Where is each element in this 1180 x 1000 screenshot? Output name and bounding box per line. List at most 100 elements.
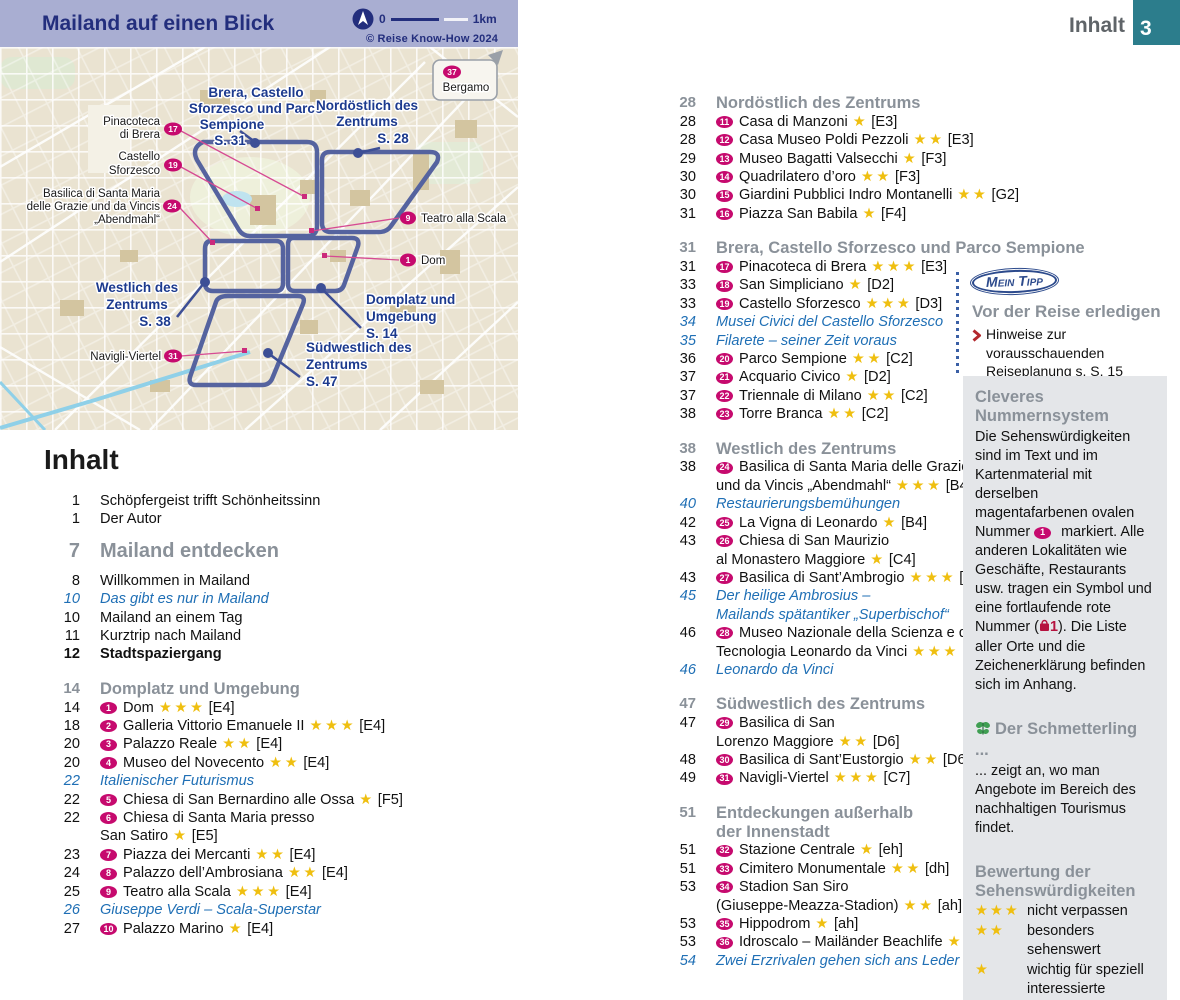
page-ref: 31 (679, 205, 696, 222)
tip-heading: Vor der Reise erledigen (972, 302, 1161, 321)
rating-label: wichtig für speziell interessierte Besuc… (1027, 962, 1144, 997)
svg-text:Teatro alla Scala: Teatro alla Scala (421, 213, 507, 225)
entry-label: Castello Sforzesco (739, 295, 861, 312)
entry-line: 16 Piazza San Babila ★ [F4] (716, 205, 960, 223)
toc-entry: 36 20 Parco Sempione ★★ [C2] (660, 350, 960, 368)
page-ref: 22 (63, 810, 80, 827)
svg-text:S. 38: S. 38 (139, 314, 171, 329)
entry-label: Restaurierungsbemühungen (716, 496, 901, 513)
star-rating: ★ (860, 842, 876, 859)
entry-text: Nordöstlich des Zentrums (716, 94, 960, 113)
page-ref: 26 (63, 902, 80, 919)
svg-text:24: 24 (167, 201, 177, 211)
entry-line: Das gibt es nur in Mailand (100, 590, 524, 608)
toc-entry: 53 35 Hippodrom ★ [ah] (660, 915, 960, 933)
star-rating: ★★ (975, 923, 1005, 939)
entry-text: 22 Triennale di Milano ★★ [C2] (716, 387, 960, 405)
toc-entry: 48 30 Basilica di Sant’Eustorgio ★★ [D6] (660, 751, 970, 769)
poi-marker: 4 (100, 757, 117, 770)
star-rating: ★★★ (235, 883, 283, 900)
toc-entry: 47 29 Basilica di San Lorenzo Maggiore ★★ [D6… (660, 714, 960, 751)
entry-label: San Satiro (100, 828, 169, 845)
toc-entry: 23 7 Piazza dei Mercanti ★★ [E4] (44, 846, 524, 864)
entry-line: 14 Quadrilatero d’oro ★★ [F3] (716, 168, 960, 186)
entry-text: 1 Dom ★★★ [E4] (100, 699, 524, 717)
star-rating: ★★ (222, 736, 254, 753)
entry-text: 14 Quadrilatero d’oro ★★ [F3] (716, 168, 960, 186)
butterfly-section: Der Schmetterling ... ... zeigt an, wo m… (975, 720, 1155, 838)
poi-marker: 16 (716, 208, 733, 221)
page-ref: 35 (679, 332, 696, 349)
entry-text: 8 Palazzo dell’Ambrosiana ★★ [E4] (100, 864, 524, 882)
grid-ref: [E4] (321, 865, 348, 882)
grid-ref: [D6] (872, 733, 900, 750)
poi-marker: 6 (100, 812, 117, 825)
entry-line: Kurztrip nach Mailand (100, 627, 524, 645)
entry-text: 34 Stadion San Siro (Giuseppe-Meazza-Stadi… (716, 878, 962, 915)
poi-marker: 13 (716, 152, 733, 165)
poi-marker: 34 (716, 881, 733, 894)
grid-ref: [E5] (191, 828, 218, 845)
entry-label: Der heilige Ambrosius – (716, 588, 871, 605)
toc-entry: 18 2 Galleria Vittorio Emanuele II ★★★ [E4] (44, 717, 524, 735)
entry-text: Domplatz und Umgebung (100, 680, 524, 699)
page-header-label: Inhalt (1069, 14, 1125, 37)
toc-section: 31 Brera, Castello Sforzesco und Parco Se… (660, 239, 1084, 258)
toc-entry: 33 19 Castello Sforzesco ★★★ [D3] (660, 295, 960, 313)
entry-text: Willkommen in Mailand (100, 572, 524, 590)
page-ref: 42 (679, 514, 696, 531)
toc-entry: 37 21 Acquario Civico ★ [D2] (660, 368, 960, 386)
entry-text: 28 Museo Nazionale della Scienza e della T… (716, 624, 990, 661)
entry-label: Willkommen in Mailand (100, 572, 251, 589)
toc-entry: 28 12 Casa Museo Poldi Pezzoli ★★ [E3] (660, 131, 974, 149)
map-title-band (0, 0, 518, 47)
map-copyright: © Reise Know-How 2024 (366, 33, 499, 45)
butterfly-heading: Der Schmetterling ... (975, 720, 1138, 759)
page-ref: 37 (679, 369, 696, 386)
poi-marker: 1 (100, 701, 117, 714)
entry-text: Brera, Castello Sforzesco und Parco Semp… (716, 239, 1085, 258)
entry-label: Kurztrip nach Mailand (100, 628, 242, 645)
star-rating: ★★★ (158, 699, 206, 716)
entry-line: Italienischer Futurismus (100, 772, 524, 790)
star-rating: ★★★ (975, 903, 1020, 919)
svg-text:19: 19 (168, 160, 178, 170)
entry-text: 19 Castello Sforzesco ★★★ [D3] (716, 295, 960, 313)
entry-text: 3 Palazzo Reale ★★ [E4] (100, 735, 524, 753)
rating-section: Bewertung der Sehenswürdigkeiten ★★★ nich… (975, 863, 1155, 1000)
poi-marker: 27 (716, 572, 733, 585)
entry-label: Domplatz und Umgebung (100, 679, 300, 698)
scale-bar-light (443, 17, 468, 21)
svg-text:Südwestlich des: Südwestlich des (306, 340, 412, 355)
toc-entry: 22 6 Chiesa di Santa Maria presso San Satir… (44, 809, 524, 846)
toc-xref: 40 Restaurierungsbemühungen (660, 495, 960, 513)
svg-text:Westlich des: Westlich des (96, 280, 178, 295)
entry-text: 29 Basilica di San Lorenzo Maggiore ★★ [D6] (716, 714, 960, 751)
entry-text: 15 Giardini Pubblici Indro Montanelli ★★ [G… (716, 186, 1019, 204)
star-rating: ★★ (890, 860, 922, 877)
entry-text: Südwestlich des Zentrums (716, 695, 960, 714)
entry-text: 17 Pinacoteca di Brera ★★★ [E3] (716, 258, 960, 276)
toc-xref: 35 Filarete – seiner Zeit voraus (660, 332, 960, 350)
poi-marker: 21 (716, 371, 733, 384)
poi-markers: 17 19 24 31 9 1 37 (163, 65, 461, 363)
compass-icon (352, 8, 374, 30)
page-ref: 46 (679, 661, 696, 678)
star-rating: ★★ (827, 406, 859, 423)
toc-entry: 51 33 Cimitero Monumentale ★★ [dh] (660, 860, 960, 878)
grid-ref: [F5] (377, 791, 403, 808)
star-rating: ★★ (913, 132, 945, 149)
page-ref: 53 (679, 934, 696, 951)
svg-text:Castello: Castello (118, 151, 160, 163)
entry-line: 2 Galleria Vittorio Emanuele II ★★★ [E4] (100, 717, 524, 735)
entry-line: Willkommen in Mailand (100, 572, 524, 590)
entry-label: Galleria Vittorio Emanuele II (123, 718, 305, 735)
overview-map: Mailand auf einen Blick 0 1km © Reise Kn… (0, 0, 518, 430)
entry-text: Der Autor (100, 510, 524, 528)
entry-text: 23 Torre Branca ★★ [C2] (716, 405, 960, 423)
page-ref: 38 (679, 406, 696, 423)
toc-section: 14 Domplatz und Umgebung (44, 680, 524, 699)
scale-distance: 1km (472, 12, 497, 26)
grid-ref: [E3] (871, 113, 898, 130)
entry-label: Piazza San Babila (739, 205, 858, 222)
